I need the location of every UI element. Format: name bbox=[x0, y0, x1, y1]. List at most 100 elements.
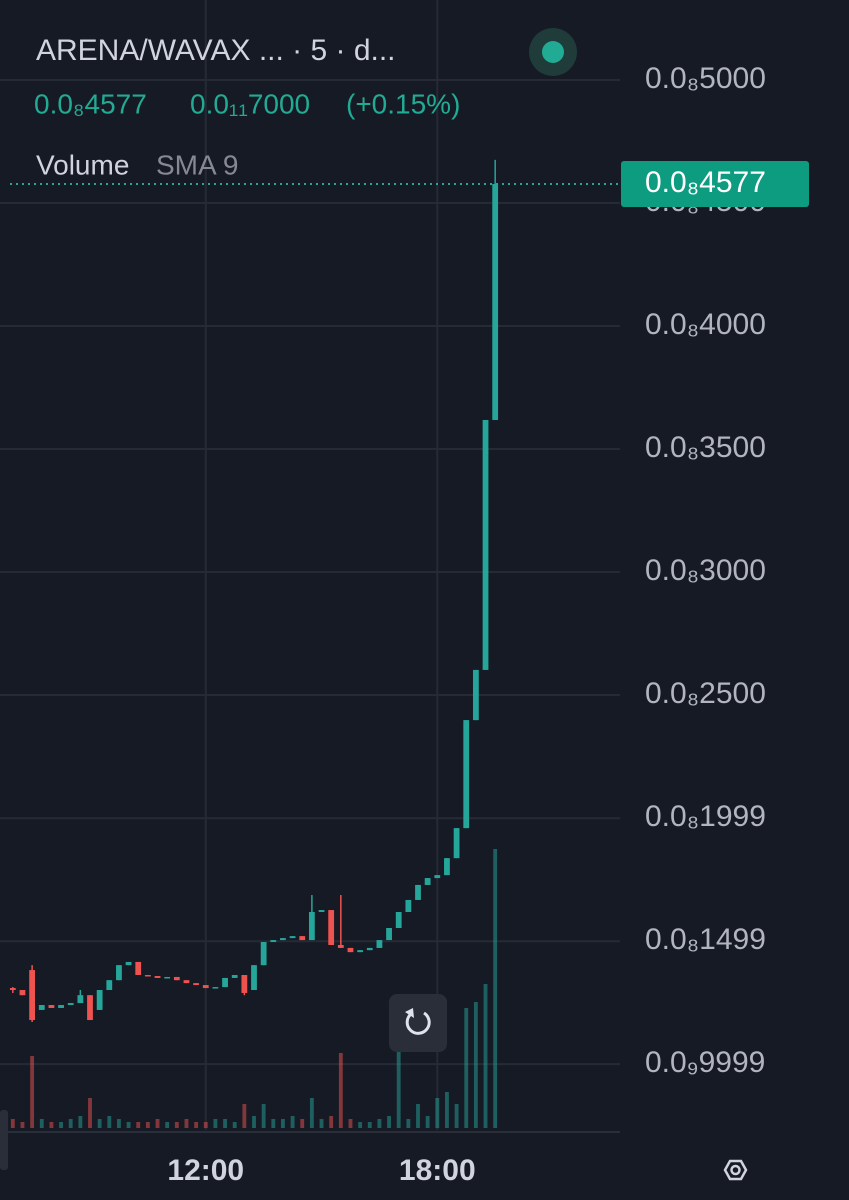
volume-bar bbox=[165, 1122, 170, 1128]
candle-body bbox=[415, 884, 421, 900]
volume-bar bbox=[464, 1008, 469, 1128]
candle-body bbox=[231, 975, 238, 978]
volume-bar bbox=[338, 1053, 343, 1128]
candle-body bbox=[434, 875, 441, 879]
volume-bar bbox=[396, 1050, 401, 1128]
reset-icon-arrow bbox=[405, 1008, 414, 1018]
candle-body bbox=[164, 976, 171, 979]
candle-body bbox=[87, 995, 93, 1021]
candle-body bbox=[270, 940, 277, 943]
candle-body bbox=[144, 975, 151, 977]
candle-body bbox=[308, 912, 315, 941]
volume-bar bbox=[49, 1122, 54, 1128]
volume-bar bbox=[377, 1119, 382, 1128]
candle-body bbox=[19, 990, 26, 996]
volume-bar bbox=[203, 1122, 208, 1128]
volume-bar bbox=[261, 1104, 266, 1128]
grid bbox=[0, 0, 620, 1130]
y-tick-label: 0.0₈1499 bbox=[645, 923, 766, 956]
symbol-title: ARENA/WAVAX ... · 5 · d... bbox=[36, 34, 396, 67]
candle-body bbox=[366, 947, 373, 951]
candle-body bbox=[9, 988, 16, 991]
volume-bar bbox=[232, 1122, 237, 1128]
candle-body bbox=[299, 936, 306, 941]
candle-body bbox=[29, 970, 36, 1021]
side-tab[interactable] bbox=[0, 1110, 8, 1170]
candle-body bbox=[337, 944, 344, 948]
reset-button[interactable] bbox=[389, 994, 447, 1052]
volume-bar bbox=[145, 1122, 150, 1128]
settings-button[interactable] bbox=[723, 1159, 748, 1181]
candle-body bbox=[77, 995, 84, 1004]
volume-bar bbox=[348, 1119, 353, 1128]
volume-bar bbox=[473, 1002, 478, 1128]
candle-body bbox=[472, 669, 479, 721]
volume-bar bbox=[319, 1119, 324, 1128]
reset-button-bg[interactable] bbox=[389, 994, 447, 1052]
status-dot bbox=[542, 41, 564, 63]
candle-body bbox=[405, 899, 412, 913]
candle-body bbox=[357, 950, 364, 953]
candle-body bbox=[251, 965, 257, 991]
volume-bar bbox=[445, 1092, 449, 1128]
candle-body bbox=[280, 938, 286, 941]
last-price-label: 0.0₈4577 bbox=[645, 166, 766, 199]
candle-body bbox=[212, 987, 219, 989]
volume-bar bbox=[68, 1119, 73, 1128]
volume-bar bbox=[242, 1104, 247, 1128]
candle-body bbox=[492, 184, 499, 420]
volume-bar bbox=[435, 1098, 440, 1128]
volume-bar bbox=[416, 1104, 420, 1128]
volume-bar bbox=[107, 1116, 112, 1128]
volume-bar bbox=[174, 1122, 179, 1128]
y-tick-label: 0.0₈4000 bbox=[645, 308, 766, 341]
candle-body bbox=[463, 720, 470, 829]
last-price-tag bbox=[621, 161, 809, 208]
volume-bar bbox=[136, 1122, 141, 1128]
volume-bar bbox=[271, 1119, 276, 1128]
volume-bar bbox=[59, 1122, 63, 1128]
volume-bar bbox=[126, 1122, 131, 1128]
volume-bar bbox=[329, 1116, 334, 1128]
volume-bar bbox=[483, 984, 488, 1128]
volume-bar bbox=[223, 1119, 227, 1128]
volume-bar bbox=[20, 1122, 25, 1128]
candle-body bbox=[173, 976, 180, 981]
indicator-params: SMA 9 bbox=[156, 149, 238, 180]
candle-body bbox=[58, 1005, 64, 1008]
candle-body bbox=[289, 936, 296, 939]
candle-body bbox=[395, 912, 402, 929]
candle-layer bbox=[9, 159, 499, 1022]
candle-body bbox=[318, 910, 325, 913]
volume-bar bbox=[309, 1098, 314, 1128]
volume-layer bbox=[10, 849, 498, 1128]
candle-body bbox=[386, 928, 392, 941]
candle-body bbox=[241, 975, 248, 993]
candle-body bbox=[482, 419, 489, 670]
candle-body bbox=[347, 947, 354, 953]
candle-body bbox=[116, 965, 122, 981]
volume-bar bbox=[213, 1119, 218, 1128]
candle-body bbox=[125, 961, 132, 966]
reset-icon bbox=[405, 1011, 431, 1035]
y-tick-label: 0.0₈1999 bbox=[645, 800, 766, 833]
candle-body bbox=[38, 1005, 45, 1010]
volume-bar bbox=[300, 1119, 305, 1128]
candle-body bbox=[96, 990, 103, 1010]
candle-body bbox=[135, 961, 142, 976]
candle-body bbox=[328, 910, 335, 945]
volume-bar bbox=[387, 1116, 391, 1128]
volume-bar bbox=[290, 1116, 295, 1128]
volume-bar bbox=[78, 1116, 83, 1128]
volume-bar bbox=[252, 1116, 256, 1128]
settings-icon[interactable] bbox=[723, 1159, 748, 1181]
volume-bar bbox=[406, 1119, 411, 1128]
x-tick-label: 18:00 bbox=[399, 1154, 476, 1187]
volume-bar bbox=[493, 849, 498, 1128]
candle-body bbox=[48, 1005, 55, 1008]
settings-icon-center bbox=[730, 1164, 741, 1176]
candle-body bbox=[106, 980, 113, 991]
x-tick-label: 12:00 bbox=[167, 1154, 244, 1187]
